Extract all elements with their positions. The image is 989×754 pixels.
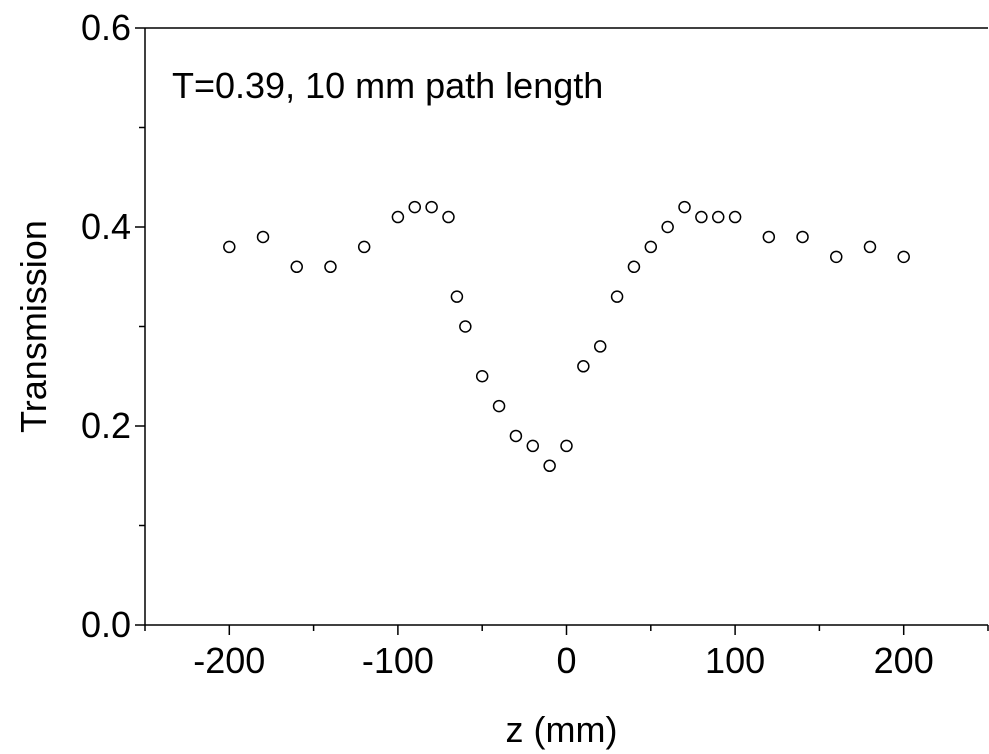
y-tick-label: 0.0 [81,604,131,645]
data-point [863,240,877,254]
data-point [560,439,573,453]
data-point [526,439,540,453]
y-axis-title: Transmission [13,220,54,433]
data-point [728,210,742,224]
data-point [695,210,708,224]
axes [144,27,988,626]
x-axis-title: z (mm) [506,709,618,750]
data-point [610,290,624,303]
data-points [223,200,910,473]
data-point [450,290,464,303]
data-point [830,250,843,264]
data-point [324,260,337,274]
x-tick-label: 100 [705,640,765,681]
x-tick-label: -100 [362,640,434,681]
data-point [678,200,691,214]
y-axis-ticks: 0.0 0.2 0.4 0.6 [81,7,145,645]
y-tick-label: 0.2 [81,405,131,446]
data-point [223,240,236,254]
x-tick-label: 0 [556,640,576,681]
data-point [408,200,422,214]
data-point [627,260,641,274]
data-point [290,260,303,274]
data-point [762,230,776,244]
data-point [509,429,523,443]
y-tick-label: 0.6 [81,7,131,48]
x-tick-label: 200 [874,640,934,681]
x-axis-ticks: -200 -100 0 100 200 [144,625,989,681]
data-point [391,210,405,224]
data-point [459,320,472,333]
data-point [425,200,438,214]
data-point [256,230,270,244]
data-point [577,360,590,373]
y-tick-label: 0.4 [81,206,131,247]
x-tick-label: -200 [193,640,265,681]
chart-annotation: T=0.39, 10 mm path length [172,65,603,106]
data-point [475,370,489,383]
data-point [796,230,809,244]
data-point [644,240,658,254]
data-point [543,459,556,473]
data-point [593,340,607,353]
data-point [661,220,674,234]
data-point [492,399,506,413]
data-point [897,250,910,264]
data-point [357,240,371,254]
data-point [711,210,725,224]
data-point [442,210,455,224]
